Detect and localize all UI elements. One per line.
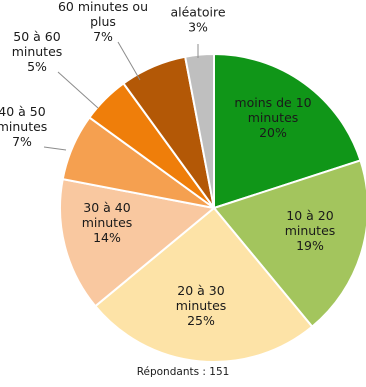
slice-label-line: aléatoire <box>170 5 225 20</box>
slice-label-line: 5% <box>27 59 47 74</box>
slice-label-1: 10 à 20 minutes 19% <box>285 208 336 253</box>
respondents-note: Répondants : 151 <box>136 366 230 378</box>
slice-label-line: 30 à 40 <box>83 200 130 215</box>
slice-label-line: minutes <box>285 223 336 238</box>
slice-label-line: minutes <box>248 110 299 125</box>
slice-label-7: aléatoire 3% <box>170 5 225 35</box>
leader-lines <box>43 41 199 151</box>
slice-label-line: 14% <box>93 230 121 245</box>
leader-line-5 <box>57 71 99 109</box>
slice-label-0: moins de 10 minutes 20% <box>234 95 311 140</box>
slice-label-line: minutes <box>82 215 133 230</box>
slice-label-3: 30 à 40 minutes 14% <box>82 200 133 245</box>
slice-label-line: 19% <box>296 238 324 253</box>
slice-label-4: 40 à 50 minutes 7% <box>0 104 47 149</box>
slice-label-line: 20% <box>259 125 287 140</box>
pie-slice-3 <box>59 177 217 308</box>
slice-label-line: 40 à 50 <box>0 104 46 119</box>
slice-label-line: minutes <box>12 44 63 59</box>
slice-label-line: plus <box>90 14 116 29</box>
pie-slice-1 <box>212 159 366 329</box>
slice-label-line: 3% <box>188 20 208 35</box>
slice-label-line: minutes <box>176 298 227 313</box>
slice-label-line: 10 à 20 <box>286 208 333 223</box>
leader-line-6 <box>117 41 141 81</box>
slice-labels: moins de 10 minutes 20%10 à 20 minutes 19%20… <box>0 0 335 328</box>
slice-label-5: 50 à 60 minutes 5% <box>12 29 63 74</box>
slice-label-line: 60 minutes ou <box>58 0 148 14</box>
pie-slice-7 <box>183 52 215 209</box>
pie-slices <box>59 52 366 363</box>
slice-label-2: 20 à 30 minutes 25% <box>176 283 227 328</box>
pie-slice-0 <box>213 52 362 210</box>
slice-label-line: 50 à 60 <box>13 29 60 44</box>
slice-label-line: 7% <box>12 134 32 149</box>
pie-slice-2 <box>93 206 314 363</box>
leader-line-4 <box>43 146 67 151</box>
slice-label-line: 20 à 30 <box>177 283 224 298</box>
slice-label-line: minutes <box>0 119 47 134</box>
slice-label-6: 60 minutes ou plus 7% <box>58 0 148 44</box>
slice-label-line: moins de 10 <box>234 95 311 110</box>
slice-label-line: 7% <box>93 29 113 44</box>
slice-label-line: 25% <box>187 313 215 328</box>
